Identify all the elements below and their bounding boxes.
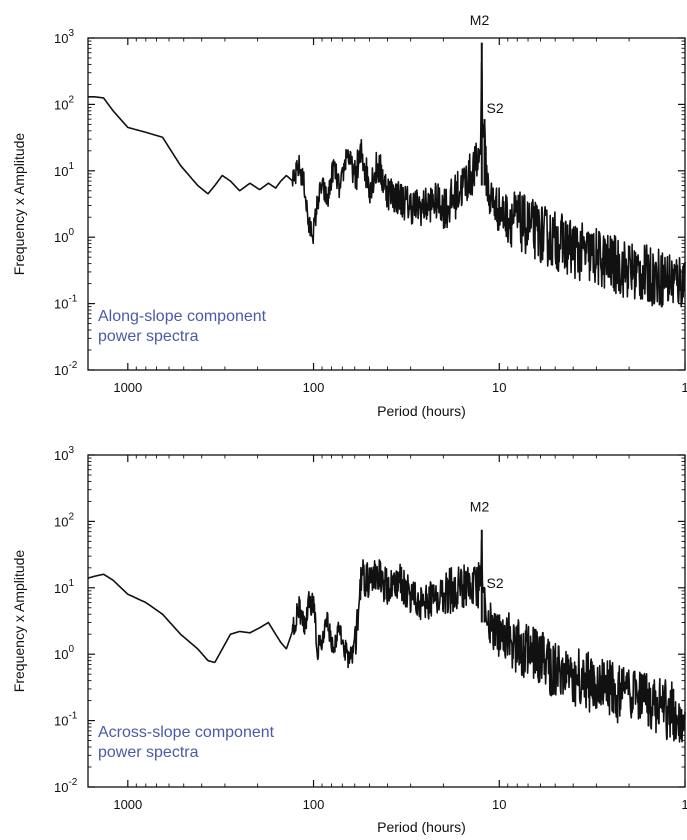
x-axis-title: Period (hours): [377, 403, 466, 419]
x-tick-label: 10: [492, 797, 506, 812]
y-tick-label: 102: [54, 94, 74, 112]
x-tick-label: 100: [303, 797, 325, 812]
panel-annotation-line: power spectra: [98, 744, 199, 761]
plot-frame: [87, 454, 686, 788]
x-tick-label: 1: [681, 797, 687, 812]
y-tick-label: 101: [54, 578, 74, 596]
y-axis-title: Frequency x Amplitude: [11, 550, 27, 693]
y-tick-label: 10-1: [54, 294, 78, 312]
panel-annotation-line: Across-slope component: [98, 724, 275, 741]
x-tick-label: 1: [681, 380, 687, 395]
x-tick-label: 1000: [113, 797, 142, 812]
x-tick-label: 10: [492, 380, 506, 395]
peak-label-s2: S2: [487, 100, 504, 116]
y-tick-label: 101: [54, 161, 74, 179]
y-tick-label: 100: [54, 644, 74, 662]
y-tick-label: 103: [54, 445, 74, 463]
panel-annotation-line: power spectra: [98, 328, 199, 345]
peak-label-s2: S2: [487, 575, 504, 591]
y-tick-label: 103: [54, 28, 74, 46]
peak-label-m2: M2: [470, 499, 490, 515]
spectrum-line: [87, 61, 686, 308]
spectrum-line: [87, 539, 686, 743]
y-tick-label: 10-1: [54, 711, 78, 729]
y-tick-label: 10-2: [54, 360, 78, 378]
x-axis-title: Period (hours): [377, 819, 466, 835]
x-tick-label: 100: [303, 380, 325, 395]
x-tick-label: 1000: [113, 380, 142, 395]
peak-label-m2: M2: [470, 12, 490, 28]
y-tick-label: 10-2: [54, 777, 78, 795]
plot-frame: [87, 37, 686, 371]
y-tick-label: 102: [54, 511, 74, 529]
y-axis-title: Frequency x Amplitude: [11, 133, 27, 276]
y-tick-label: 100: [54, 227, 74, 245]
panel-annotation-line: Along-slope component: [98, 308, 267, 325]
